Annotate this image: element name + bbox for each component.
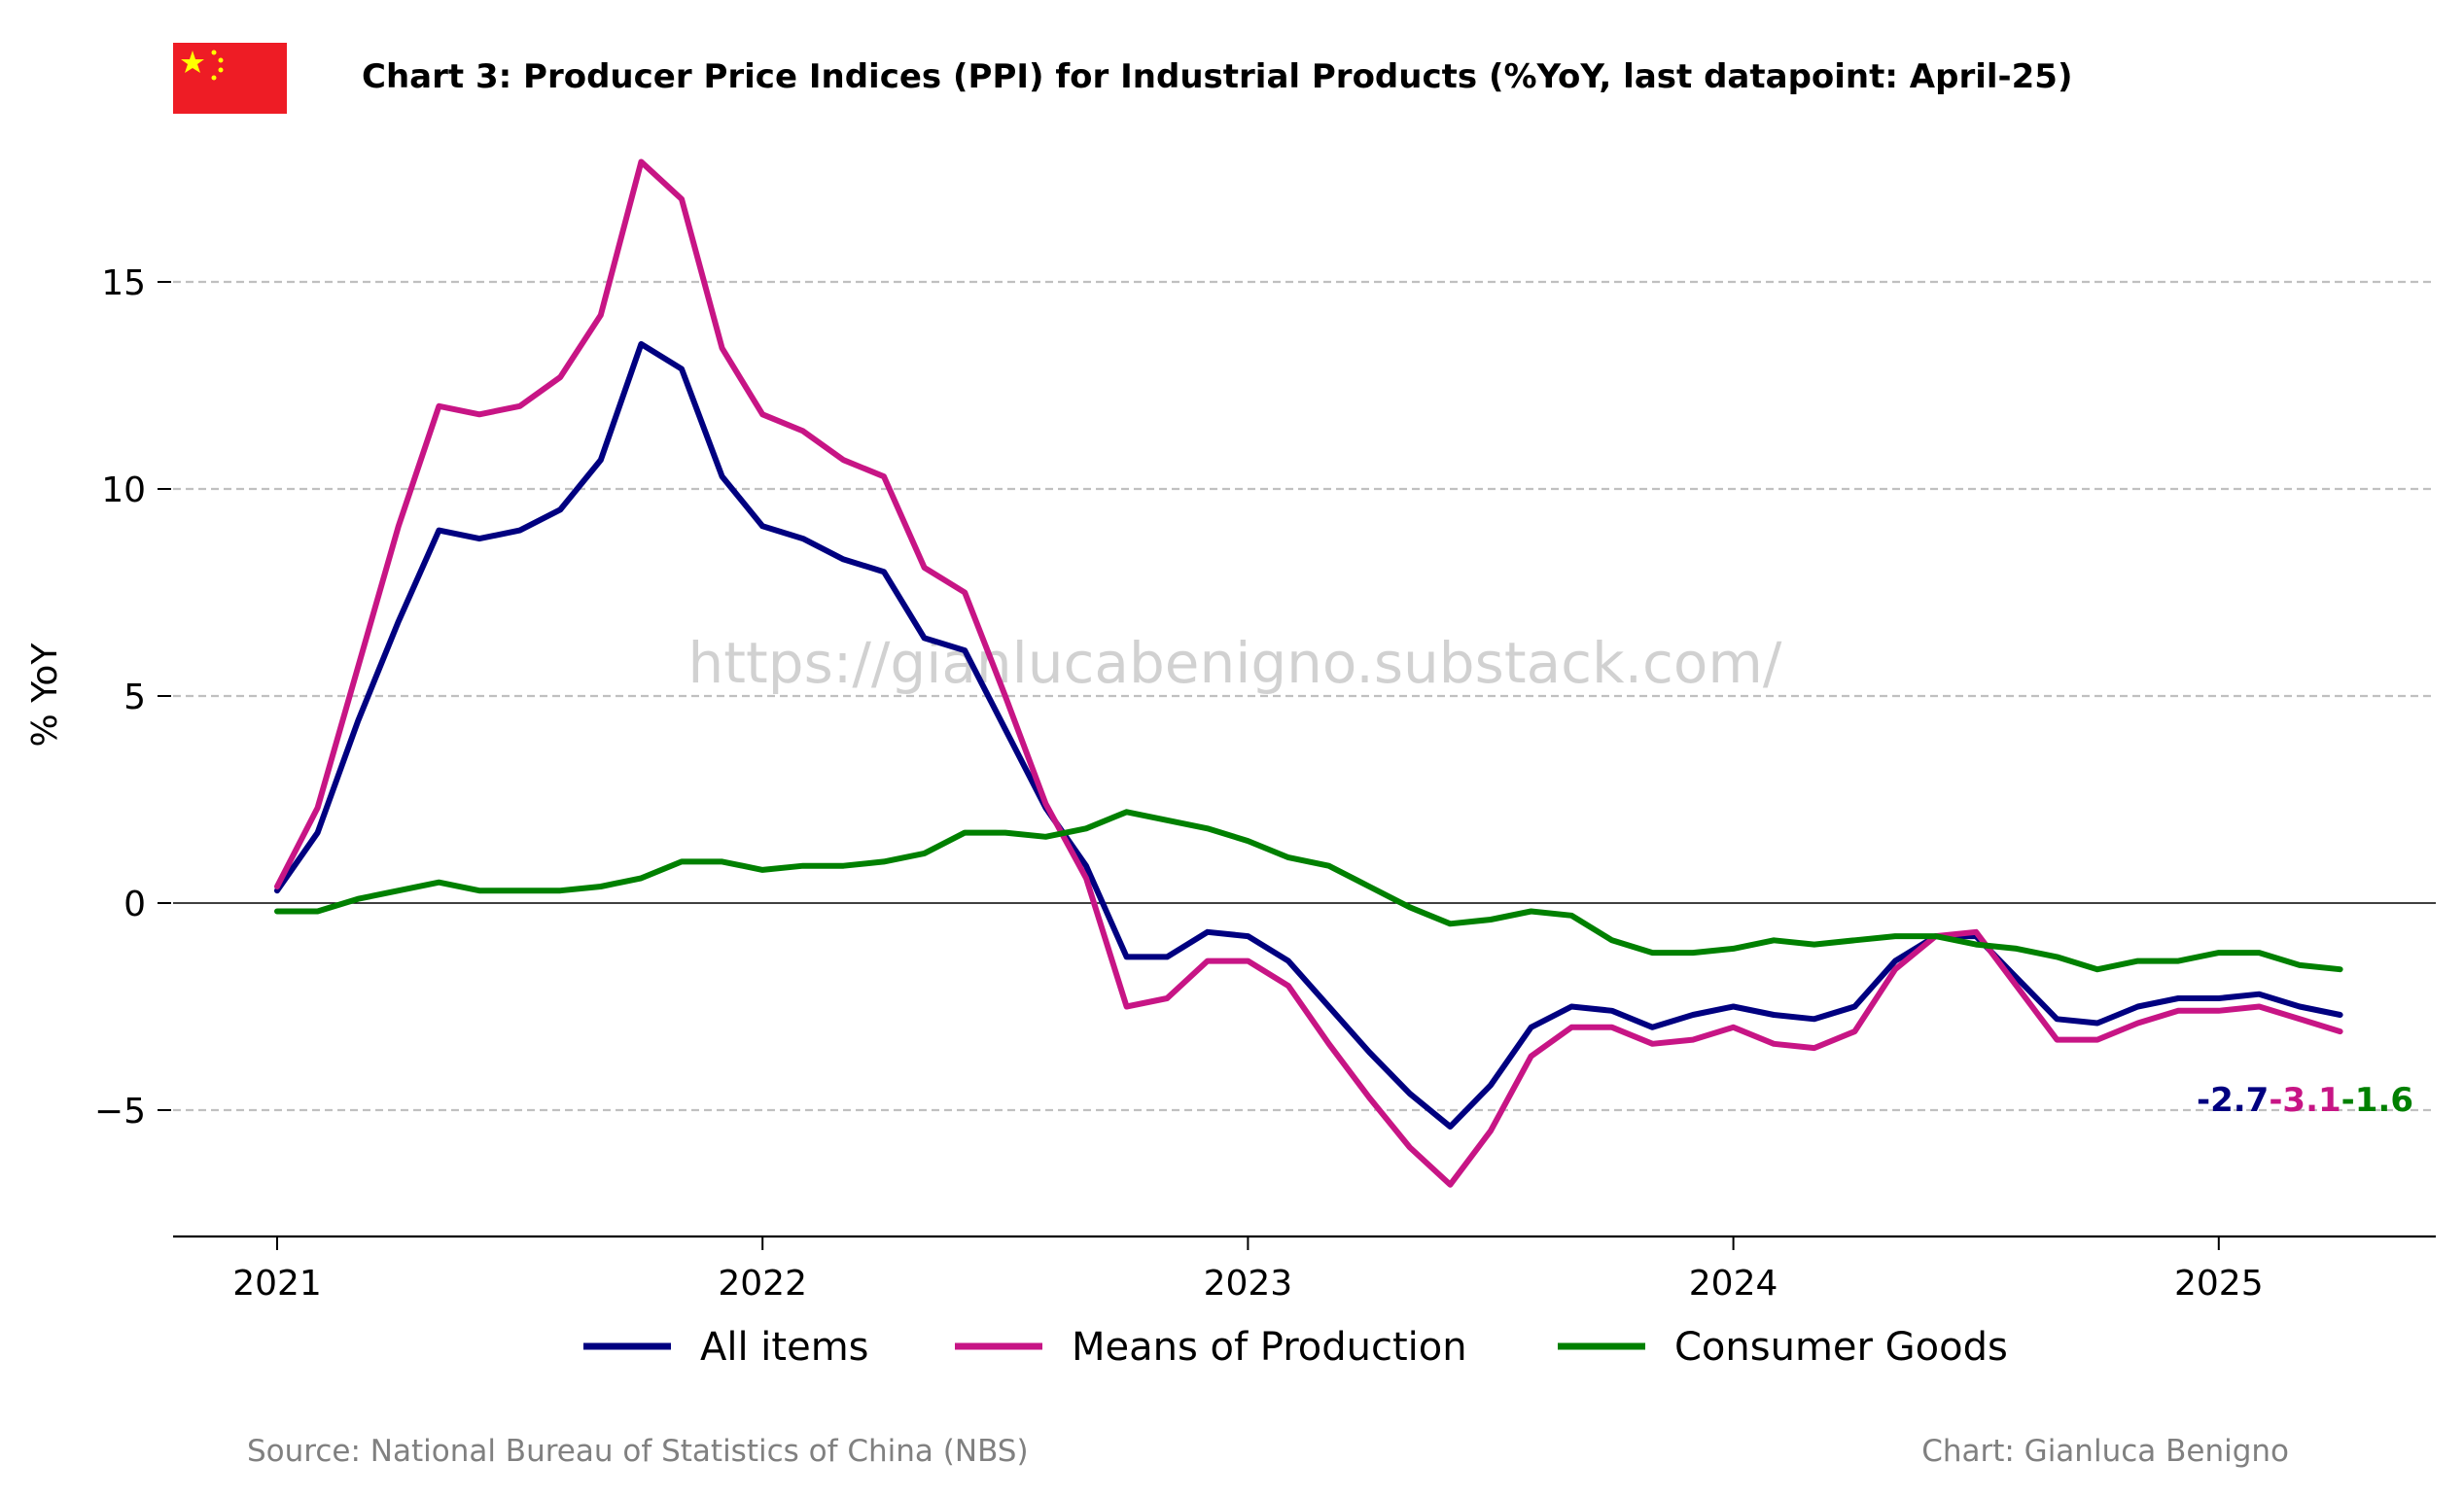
y-tick-label: 10 xyxy=(101,470,146,510)
series-line-consumer-goods xyxy=(274,809,2343,973)
y-tick-label: 0 xyxy=(123,885,146,924)
end-labels-row: -2.7-3.1-1.6 xyxy=(2197,1081,2413,1120)
legend-label: Means of Production xyxy=(1072,1325,1467,1370)
y-axis: 15 10 5 0 −5 xyxy=(94,263,171,1131)
x-tick-label: 2024 xyxy=(1689,1264,1778,1304)
china-flag-icon xyxy=(173,43,287,114)
y-tick-label: −5 xyxy=(94,1092,146,1131)
gridlines xyxy=(173,280,2436,1112)
series-lines xyxy=(274,158,2343,1188)
y-tick-label: 15 xyxy=(101,263,146,303)
chart-title: Chart 3: Producer Price Indices (PPI) fo… xyxy=(362,57,2073,96)
watermark: https://gianlucabenigno.substack.com/ xyxy=(688,630,1782,696)
end-value-labels: -2.7-3.1-1.6 xyxy=(2197,1081,2413,1120)
legend-item-means-of-production: Means of Production xyxy=(955,1325,1467,1370)
legend-item-all-items: All items xyxy=(583,1325,869,1370)
x-tick-labels: 2021 2022 2023 2024 2025 xyxy=(232,1236,2264,1304)
legend: All items Means of Production Consumer Goo… xyxy=(583,1325,2008,1370)
x-tick-label: 2023 xyxy=(1204,1264,1293,1304)
y-tick-label: 5 xyxy=(123,678,146,717)
end-label-means-of-production: -3.1 xyxy=(2269,1081,2341,1120)
chart-credit: Chart: Gianluca Benigno xyxy=(1921,1434,2289,1469)
source-note: Source: National Bureau of Statistics of… xyxy=(247,1434,1029,1469)
x-tick-label: 2022 xyxy=(718,1264,807,1304)
x-tick-label: 2021 xyxy=(232,1264,322,1304)
x-tick-label: 2025 xyxy=(2174,1264,2264,1304)
end-label-consumer-goods: -1.6 xyxy=(2341,1081,2413,1120)
legend-label: Consumer Goods xyxy=(1674,1325,2008,1370)
legend-item-consumer-goods: Consumer Goods xyxy=(1558,1325,2008,1370)
legend-label: All items xyxy=(700,1325,869,1370)
series-line-means-of-production xyxy=(274,158,2343,1188)
y-axis-label: % YoY xyxy=(25,643,65,748)
end-label-all-items: -2.7 xyxy=(2197,1081,2269,1120)
